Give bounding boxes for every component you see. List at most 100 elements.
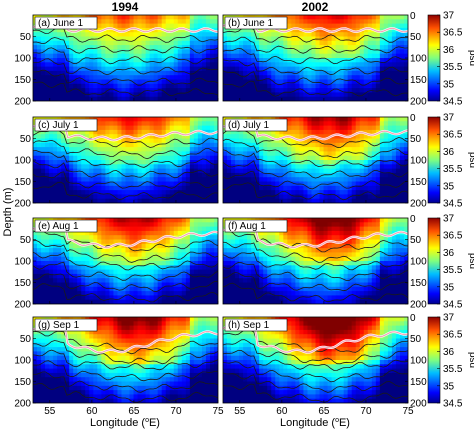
colorbar-tick-label: 34.5: [443, 300, 463, 311]
x-tick-label: 55: [44, 406, 56, 417]
y-tick-label: 150: [14, 177, 31, 188]
y-tick-label: 200: [14, 300, 31, 311]
column-title-1994: 1994: [112, 0, 139, 14]
panel-label-box: [34, 318, 98, 332]
y-tick-label: 100: [14, 54, 31, 65]
contour-line: [33, 371, 218, 393]
panel-label: (h) Sep 1: [228, 320, 270, 331]
salinity-field: [223, 218, 408, 304]
contour-line: [33, 69, 218, 86]
panel-label-box: [224, 118, 288, 132]
colorbar-unit: psu: [467, 152, 474, 168]
x-tick-label: 60: [86, 406, 98, 417]
panel-label-box: [34, 219, 98, 233]
x-tick-label: 65: [318, 406, 330, 417]
column-title-2002: 2002: [302, 0, 329, 14]
contour-line: [223, 59, 408, 76]
y-tick-label: 150: [14, 75, 31, 86]
contour-line: [33, 273, 218, 293]
contour-line: [33, 171, 218, 189]
contour-line: [223, 129, 408, 149]
y-tick-label: 200: [14, 199, 31, 210]
contour-line: [33, 349, 218, 371]
contour-line: [223, 252, 408, 271]
panel-8: (h) Sep 1 50 100 150 200 0 55 60 65 70 75: [222, 313, 427, 417]
colorbar-tick-label: 35.5: [443, 164, 463, 175]
panel-4: (d) July 1 50 100 150 200 0: [222, 113, 427, 210]
panel-1: (a) June 1 50 100 150 200: [14, 14, 219, 108]
y-tick-label: 150: [410, 278, 427, 289]
contour-line: [33, 360, 218, 382]
y-tick-label: 200: [410, 199, 427, 210]
colorbar-tick-label: 35: [443, 381, 455, 392]
y-tick-label: 100: [410, 257, 427, 268]
contour-line: [223, 271, 408, 292]
panel-label: (g) Sep 1: [38, 320, 80, 331]
contour-line: [223, 25, 408, 43]
salinity-field: [223, 117, 408, 203]
x-tick-label: 55: [234, 406, 246, 417]
y-tick-label: 50: [20, 334, 32, 345]
x-tick-label: 70: [360, 406, 372, 417]
colorbar-tick-label: 34.5: [443, 199, 463, 210]
colorbar-tick-label: 36.5: [443, 330, 463, 341]
panel-7: (g) Sep 1 50 100 150 200 55 60 65 70 75: [14, 316, 224, 417]
colorbar-tick-label: 37: [443, 11, 455, 22]
colorbar-tick-label: 36: [443, 347, 455, 358]
colorbar-tick-label: 37: [443, 214, 455, 225]
y-tick-label: 50: [410, 32, 422, 43]
contour-line: [33, 58, 218, 76]
colorbar-tick-label: 36: [443, 248, 455, 259]
contour-line: [33, 37, 218, 54]
contour-line: [223, 36, 408, 54]
colorbar-tick-label: 34.5: [443, 399, 463, 410]
panel-label: (f) Aug 1: [228, 221, 266, 232]
y-tick-label-zero: 0: [410, 113, 416, 124]
y-tick-label: 50: [20, 235, 32, 246]
contour-line: [223, 160, 408, 179]
y-tick-label: 150: [410, 377, 427, 388]
colorbar-tick-label: 34.5: [443, 97, 463, 108]
colorbar-tick-label: 36: [443, 147, 455, 158]
contour-line: [223, 383, 408, 403]
contour-line: [223, 241, 408, 263]
colorbar-tick-label: 35: [443, 181, 455, 192]
colorbar-4: 37 36.5 36 35.5 35 34.5 psu: [427, 313, 474, 410]
panel-6: (f) Aug 1 50 100 150 200 0: [222, 214, 427, 311]
contour-line: [33, 239, 218, 263]
contour-line: [223, 349, 408, 371]
panel-5: (e) Aug 1 50 100 150 200: [14, 217, 219, 311]
y-tick-label: 50: [410, 134, 422, 145]
contour-line: [33, 47, 218, 65]
colorbar-gradient: [427, 116, 441, 204]
x-tick-label: 75: [212, 406, 224, 417]
contour-line: [33, 340, 218, 365]
y-tick-label: 200: [14, 97, 31, 108]
contour-line: [223, 171, 408, 190]
contour-line: [33, 81, 218, 97]
contour-line: [223, 282, 408, 303]
contour-line: [33, 181, 218, 201]
panel-label: (a) June 1: [38, 18, 83, 29]
panel-label: (c) July 1: [38, 120, 79, 131]
contour-line: [223, 70, 408, 86]
contour-line: [223, 47, 408, 65]
contour-line: [33, 251, 218, 271]
panel-label-box: [34, 118, 98, 132]
colorbar-1: 37 36.5 36 35.5 35 34.5 psu: [427, 11, 474, 108]
contour-line: [33, 160, 218, 179]
colorbar-tick-label: 36.5: [443, 231, 463, 242]
colorbar-tick-label: 37: [443, 313, 455, 324]
panel-label-box: [34, 16, 98, 30]
y-tick-label: 200: [14, 399, 31, 410]
colorbar-gradient: [427, 316, 441, 404]
contour-line: [33, 150, 218, 168]
panel-label: (b) June 1: [228, 18, 273, 29]
colorbar-2: 37 36.5 36 35.5 35 34.5 psu: [427, 113, 474, 210]
y-tick-label: 100: [410, 356, 427, 367]
colorbar-unit: psu: [467, 253, 474, 269]
salinity-field: [223, 317, 408, 403]
colorbar-3: 37 36.5 36 35.5 35 34.5 psu: [427, 214, 474, 311]
colorbar-tick-label: 37: [443, 113, 455, 124]
x-axis-label-right: Longitude (oE): [280, 417, 350, 429]
